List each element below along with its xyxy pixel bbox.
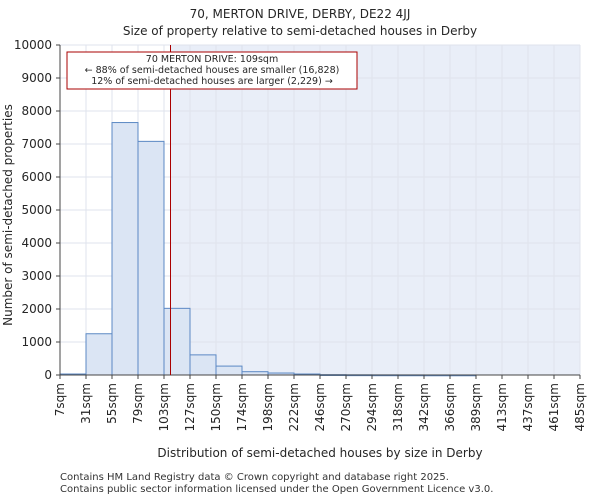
y-axis-label: Number of semi-detached properties	[1, 104, 15, 326]
x-tick-label: 55sqm	[105, 383, 119, 424]
y-tick-label: 2000	[21, 302, 52, 316]
x-tick-label: 366sqm	[443, 383, 457, 431]
x-tick-label: 437sqm	[521, 383, 535, 431]
annotation-title: 70 MERTON DRIVE: 109sqm	[146, 54, 278, 65]
histogram-bar	[85, 333, 113, 376]
y-tick-label: 1000	[21, 335, 52, 349]
histogram-bar	[137, 140, 165, 376]
y-tick-label: 3000	[21, 269, 52, 283]
x-tick-label: 342sqm	[417, 383, 431, 431]
x-tick-label: 294sqm	[365, 383, 379, 431]
plot-area: 0 1000 2000 3000 4000 5000 6000 7000 8000 9000 100…	[14, 38, 587, 431]
x-tick-label: 270sqm	[339, 383, 353, 431]
x-tick-label: 198sqm	[261, 383, 275, 431]
chart-title: 70, MERTON DRIVE, DERBY, DE22 4JJ	[190, 7, 411, 21]
y-tick-label: 6000	[21, 170, 52, 184]
y-tick-label: 10000	[14, 38, 52, 52]
histogram-bar	[215, 365, 243, 376]
x-tick-label: 31sqm	[79, 383, 93, 424]
y-tick-label: 4000	[21, 236, 52, 250]
footer-line-1: Contains HM Land Registry data © Crown c…	[60, 472, 449, 483]
x-tick-label: 79sqm	[131, 383, 145, 424]
x-tick-label: 103sqm	[157, 383, 171, 431]
x-tick-label: 7sqm	[53, 383, 67, 416]
y-tick-label: 9000	[21, 71, 52, 85]
x-tick-label: 461sqm	[547, 383, 561, 431]
x-tick-label: 389sqm	[469, 383, 483, 431]
y-tick-label: 5000	[21, 203, 52, 217]
y-tick-label: 0	[44, 368, 52, 382]
x-tick-label: 222sqm	[287, 383, 301, 431]
x-tick-label: 485sqm	[573, 383, 587, 431]
y-tick-label: 7000	[21, 137, 52, 151]
histogram-bar	[111, 122, 139, 376]
x-tick-label: 174sqm	[235, 383, 249, 431]
x-tick-label: 413sqm	[495, 383, 509, 431]
y-tick-label: 8000	[21, 104, 52, 118]
annotation-larger: 12% of semi-detached houses are larger (…	[91, 76, 333, 87]
histogram-bar	[163, 307, 191, 376]
x-tick-label: 127sqm	[183, 383, 197, 431]
x-tick-label: 246sqm	[313, 383, 327, 431]
x-tick-label: 150sqm	[209, 383, 223, 431]
annotation-smaller: ← 88% of semi-detached houses are smalle…	[85, 65, 340, 76]
annotation-box	[66, 51, 358, 90]
x-tick-label: 318sqm	[391, 383, 405, 431]
footer-line-2: Contains public sector information licen…	[60, 484, 494, 495]
chart-subtitle: Size of property relative to semi-detach…	[123, 24, 477, 38]
histogram-bar	[189, 354, 217, 376]
x-axis-label: Distribution of semi-detached houses by …	[157, 446, 482, 460]
